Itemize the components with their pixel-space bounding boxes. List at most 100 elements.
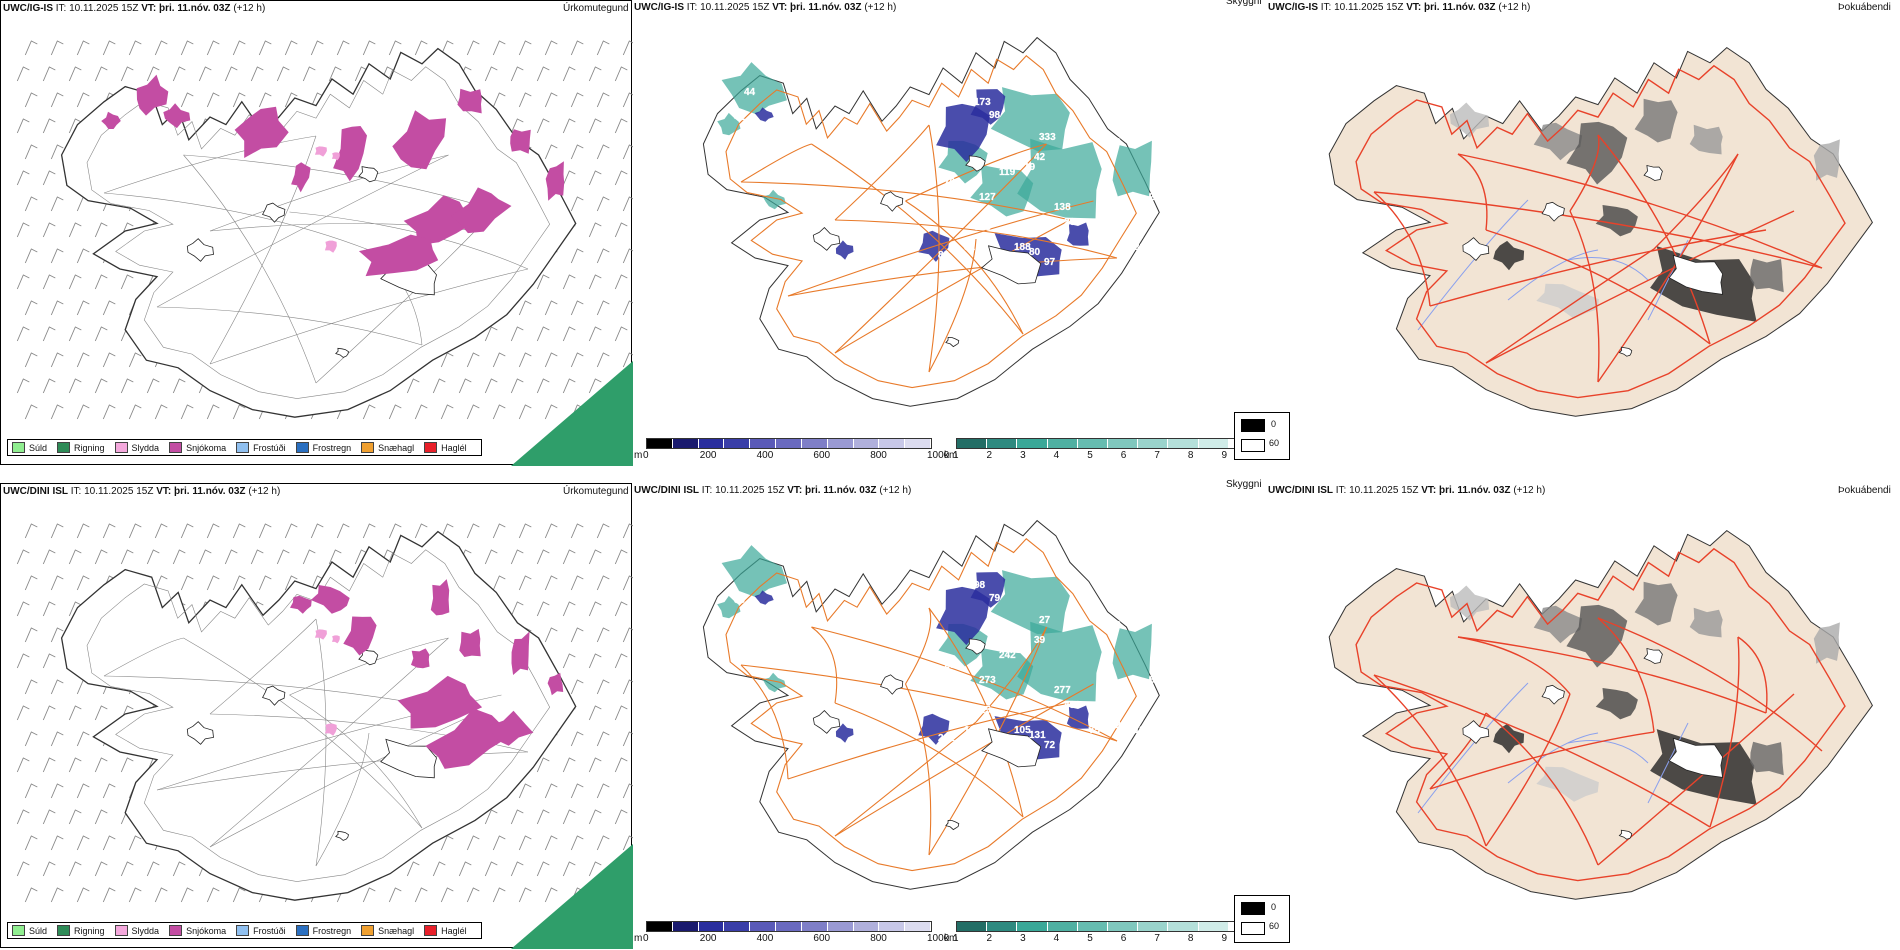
wind-barb bbox=[588, 601, 602, 617]
wind-barb bbox=[614, 705, 628, 721]
wind-barb bbox=[544, 40, 558, 56]
legend-label: Súld bbox=[29, 442, 48, 453]
cloud-base-label: 221 bbox=[1149, 192, 1166, 203]
wind-barb bbox=[596, 40, 610, 56]
precip-type-map bbox=[16, 40, 633, 466]
wind-barb bbox=[588, 809, 602, 825]
ring-road bbox=[1355, 64, 1846, 399]
wind-barb bbox=[536, 861, 550, 877]
colorbar-segment bbox=[905, 922, 931, 931]
model-name: UWC/DINI ISL bbox=[634, 485, 699, 496]
wind-barb bbox=[536, 326, 550, 342]
wind-barb bbox=[622, 575, 633, 591]
wind-barb bbox=[570, 92, 584, 108]
wind-barb bbox=[24, 40, 38, 56]
wind-barb bbox=[544, 575, 558, 591]
snow-area bbox=[392, 110, 447, 170]
iceland-outline bbox=[1328, 46, 1873, 417]
snow-area bbox=[291, 162, 311, 193]
precip-legend: Súld Rigning Slydda Snjókoma Frostúði Frostre… bbox=[7, 439, 482, 456]
legend-item: Snæhagl bbox=[361, 442, 414, 453]
wind-barb bbox=[596, 196, 610, 212]
wind-barb bbox=[50, 627, 64, 643]
sleet-area bbox=[332, 152, 340, 161]
road-line bbox=[905, 607, 932, 685]
wind-barb bbox=[284, 92, 298, 108]
wind-barb bbox=[484, 326, 498, 342]
model-name: UWC/IG-IS bbox=[3, 3, 53, 14]
colorbar-segment bbox=[957, 922, 988, 931]
ring-road bbox=[86, 549, 551, 882]
snow-area bbox=[310, 585, 350, 614]
colorbar-tick: 9 bbox=[1221, 450, 1227, 461]
wind-barb bbox=[562, 378, 576, 394]
legend-label: Haglél bbox=[441, 442, 467, 453]
wind-barb bbox=[570, 144, 584, 160]
colorbar-segment bbox=[1047, 439, 1078, 448]
wind-barb bbox=[440, 40, 454, 56]
colorbar-segment bbox=[1198, 439, 1229, 448]
wind-barb bbox=[562, 549, 576, 565]
wind-barb bbox=[510, 118, 524, 134]
lead-time: (+12 h) bbox=[233, 3, 266, 14]
colorbar-unit: km bbox=[944, 933, 958, 944]
cloud-base-label: 242 bbox=[999, 650, 1016, 661]
colorbar-segment bbox=[987, 922, 1018, 931]
wind-barb bbox=[16, 809, 30, 825]
legend-item: Haglél bbox=[424, 925, 467, 936]
wind-barb bbox=[484, 66, 498, 82]
legend-label: Slydda bbox=[131, 442, 160, 453]
wind-barb bbox=[76, 92, 90, 108]
wind-barb bbox=[24, 196, 38, 212]
wind-barb bbox=[120, 861, 134, 877]
panel-title-precip: Úrkomutegund bbox=[563, 486, 629, 497]
road-line bbox=[811, 143, 1024, 335]
visibility-panel: UWC/IG-IS IT: 10.11.2025 15Z VT: þri. 11… bbox=[634, 0, 1266, 465]
road-line bbox=[156, 306, 423, 346]
glacier-outline bbox=[262, 202, 286, 223]
road-line bbox=[103, 192, 370, 251]
wind-barb bbox=[570, 627, 584, 643]
visibility-area bbox=[721, 545, 787, 598]
cloud-base-area bbox=[936, 103, 990, 163]
colorbar-tick: 400 bbox=[756, 933, 774, 944]
wind-barb bbox=[596, 679, 610, 695]
wind-barb bbox=[518, 887, 532, 903]
fog-scale-white bbox=[1241, 922, 1265, 935]
visibility-area bbox=[762, 672, 786, 693]
legend-swatch bbox=[169, 442, 183, 453]
legend-item: Haglél bbox=[424, 442, 467, 453]
wind-barb bbox=[42, 378, 56, 394]
snow-area bbox=[101, 111, 121, 129]
colorbar-tick: 2 bbox=[986, 933, 993, 944]
wind-barb bbox=[536, 118, 550, 134]
glacier-outline bbox=[880, 674, 904, 695]
wind-barb bbox=[146, 66, 160, 82]
wind-barb bbox=[172, 549, 186, 565]
cloud-base-label: 312 bbox=[1134, 242, 1151, 253]
colorbar-segment bbox=[1108, 922, 1139, 931]
vt-value: þri. 11.nóv. 03Z bbox=[174, 486, 246, 497]
wind-barb bbox=[42, 66, 56, 82]
wind-barb bbox=[42, 222, 56, 238]
wind-barb bbox=[180, 92, 194, 108]
wind-barb bbox=[596, 352, 610, 368]
colorbar-segment bbox=[801, 439, 828, 448]
cloud-base-label: 277 bbox=[1054, 685, 1071, 696]
visibility-map: 9879119146273920242273415277493841051311… bbox=[702, 519, 1161, 890]
colorbar-segment bbox=[724, 439, 751, 448]
wind-barb bbox=[544, 887, 558, 903]
cloud-base-label: 116 bbox=[1134, 725, 1151, 736]
colorbar-segment bbox=[987, 439, 1018, 448]
cloud-base-label: 189 bbox=[1009, 743, 1026, 754]
wind-barb bbox=[284, 523, 298, 539]
wind-barb bbox=[484, 861, 498, 877]
road-line bbox=[905, 143, 1047, 202]
colorbar-segment bbox=[1017, 922, 1048, 931]
legend-swatch bbox=[295, 925, 309, 936]
colorbar-segment bbox=[1168, 439, 1199, 448]
wind-barb bbox=[588, 66, 602, 82]
wind-barb bbox=[16, 757, 30, 773]
fog-area bbox=[1533, 605, 1583, 644]
road-line bbox=[1709, 636, 1740, 828]
